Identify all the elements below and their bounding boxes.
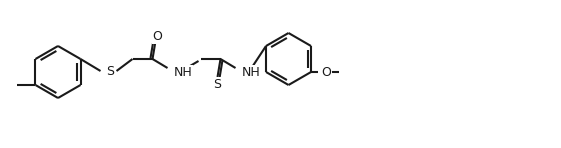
Text: NH: NH — [242, 66, 260, 78]
Text: O: O — [153, 29, 163, 42]
Text: NH: NH — [173, 66, 192, 78]
Text: S: S — [214, 78, 222, 90]
Text: S: S — [107, 65, 114, 78]
Text: O: O — [321, 66, 331, 78]
